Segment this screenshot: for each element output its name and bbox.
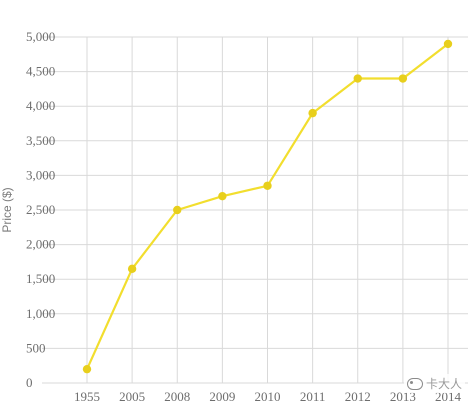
y-tick-label: 500 xyxy=(26,340,46,355)
data-point xyxy=(398,74,408,83)
data-point xyxy=(218,191,227,201)
y-tick-label: 5,000 xyxy=(26,29,55,44)
x-tick-label: 2009 xyxy=(209,389,235,404)
y-tick-label: 4,500 xyxy=(26,64,55,79)
y-axis-label: Price ($) xyxy=(0,187,14,232)
y-tick-label: 2,500 xyxy=(26,202,55,217)
data-point xyxy=(82,364,92,374)
x-tick-label: 1955 xyxy=(74,389,100,404)
y-tick-label: 2,000 xyxy=(26,237,55,252)
data-point xyxy=(173,205,182,215)
y-tick-label: 3,000 xyxy=(26,167,55,182)
y-axis-ticks: 0 500 1,000 1,500 2,000 2,500 3,000 3,500 4,000 4… xyxy=(26,29,55,390)
x-tick-label: 2005 xyxy=(119,389,145,404)
x-tick-label: 2012 xyxy=(345,389,371,404)
wechat-icon xyxy=(406,377,423,390)
data-point xyxy=(443,39,453,49)
y-tick-label: 4,000 xyxy=(26,98,55,113)
data-point xyxy=(263,181,272,190)
data-point xyxy=(308,108,317,118)
x-tick-label: 2010 xyxy=(255,389,281,404)
x-tick-label: 2008 xyxy=(164,389,190,404)
data-point xyxy=(127,264,137,274)
y-tick-label: 1,000 xyxy=(26,306,55,321)
x-axis-ticks: 1955 2005 2008 2009 2010 2011 2012 2013 2014 xyxy=(74,389,462,404)
grid xyxy=(42,36,468,384)
y-tick-label: 1,500 xyxy=(26,271,55,286)
x-tick-label: 2011 xyxy=(300,389,326,404)
watermark-text: 卡大人 xyxy=(425,377,462,391)
series xyxy=(82,39,453,374)
y-tick-label: 0 xyxy=(26,375,33,390)
watermark: 卡大人 xyxy=(403,374,465,393)
data-point xyxy=(353,74,362,83)
y-tick-label: 3,500 xyxy=(26,133,55,148)
